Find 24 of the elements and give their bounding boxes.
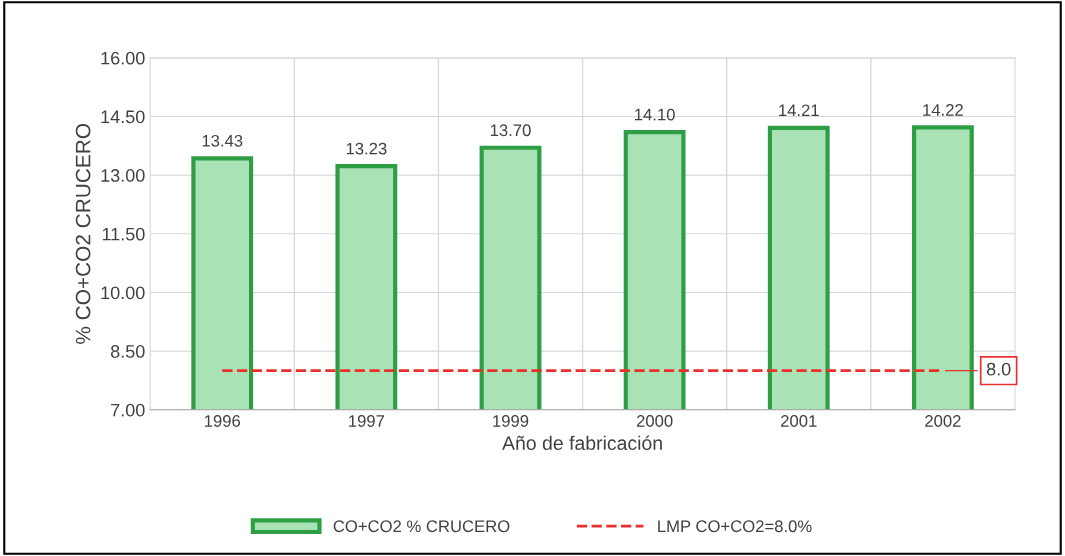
y-tick-label: 8.50 xyxy=(110,345,145,358)
y-tick-label: 11.50 xyxy=(102,227,145,241)
data-label: 14.21 xyxy=(779,104,819,117)
data-label: 14.22 xyxy=(923,104,963,116)
y-tick-label: 16.00 xyxy=(101,51,145,65)
x-tick-label: 1999 xyxy=(493,415,529,427)
y-tick-label: 10.00 xyxy=(101,286,145,300)
x-tick-label: 2001 xyxy=(781,415,817,427)
y-tick-label: 14.50 xyxy=(101,110,145,124)
data-label: 13.70 xyxy=(490,124,531,137)
x-tick-label: 1997 xyxy=(349,415,385,427)
data-label: 14.10 xyxy=(635,108,675,121)
x-tick-label: 2002 xyxy=(925,415,961,427)
data-label: 13.43 xyxy=(202,134,243,147)
y-tick-label: 7.00 xyxy=(111,403,145,417)
y-axis-title: % CO+CO2 CRUCERO xyxy=(75,123,91,344)
x-tick-label: 1996 xyxy=(204,415,241,427)
y-tick-label: 13.00 xyxy=(101,169,145,182)
x-tick-label: 2000 xyxy=(636,415,673,427)
legend-label: LMP CO+CO2=8.0% xyxy=(658,520,812,533)
legend-label: CO+CO2 % CRUCERO xyxy=(333,520,510,533)
x-axis-title: Año de fabricación xyxy=(502,435,662,451)
data-label: 13.23 xyxy=(346,142,387,155)
data-label: 8.0 xyxy=(986,362,1011,376)
